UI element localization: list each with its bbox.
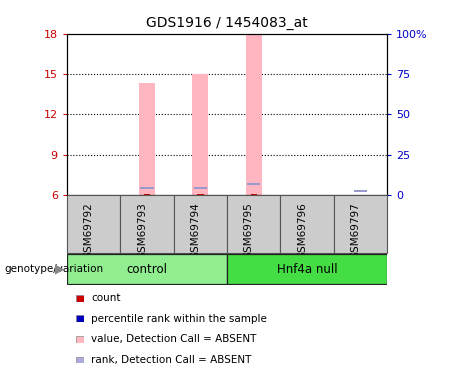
Bar <box>174 195 227 253</box>
Text: count: count <box>91 293 121 303</box>
Bar <box>139 84 155 195</box>
Text: GSM69792: GSM69792 <box>83 202 94 259</box>
Bar <box>194 187 207 189</box>
Bar <box>250 194 257 196</box>
Text: GSM69794: GSM69794 <box>190 202 201 259</box>
Text: GSM69795: GSM69795 <box>244 202 254 259</box>
Bar <box>120 195 174 253</box>
Bar <box>227 254 387 284</box>
Bar <box>67 254 227 284</box>
Bar <box>192 74 208 195</box>
Text: ▶: ▶ <box>55 262 65 276</box>
Text: GSM69797: GSM69797 <box>350 202 361 259</box>
Bar <box>354 190 367 192</box>
Bar <box>140 187 154 189</box>
Text: genotype/variation: genotype/variation <box>5 264 104 274</box>
Bar <box>197 194 204 196</box>
Bar <box>227 195 280 253</box>
Bar <box>67 195 120 253</box>
Text: Hnf4a null: Hnf4a null <box>277 262 337 276</box>
Text: GSM69793: GSM69793 <box>137 202 147 259</box>
Text: control: control <box>126 262 167 276</box>
Bar <box>280 195 334 253</box>
Bar <box>247 183 260 186</box>
Bar <box>144 194 150 196</box>
Text: rank, Detection Call = ABSENT: rank, Detection Call = ABSENT <box>91 355 252 365</box>
Bar <box>334 195 387 253</box>
Title: GDS1916 / 1454083_at: GDS1916 / 1454083_at <box>146 16 308 30</box>
Text: percentile rank within the sample: percentile rank within the sample <box>91 314 267 324</box>
Bar <box>246 34 262 195</box>
Text: GSM69796: GSM69796 <box>297 202 307 259</box>
Text: value, Detection Call = ABSENT: value, Detection Call = ABSENT <box>91 334 257 344</box>
